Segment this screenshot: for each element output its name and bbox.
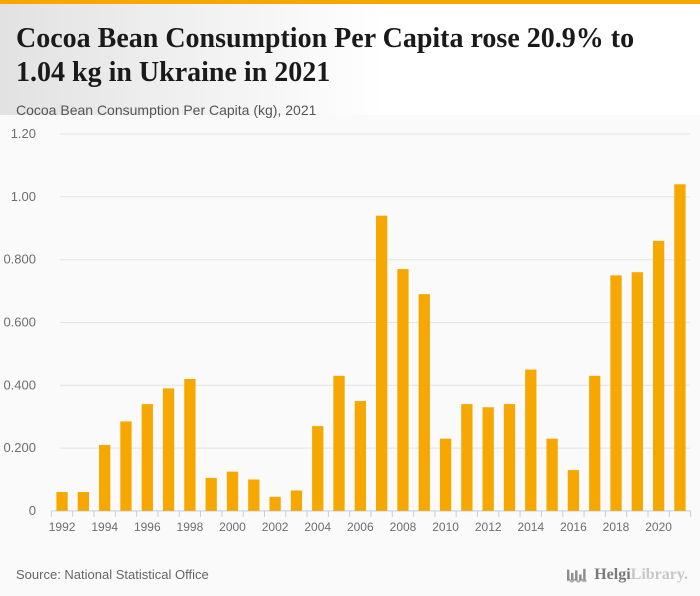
svg-text:1992: 1992: [49, 520, 76, 534]
svg-text:2016: 2016: [560, 520, 587, 534]
svg-text:0.200: 0.200: [3, 440, 36, 455]
svg-text:0.400: 0.400: [3, 377, 36, 392]
svg-text:1996: 1996: [134, 520, 161, 534]
svg-text:0: 0: [29, 503, 36, 518]
svg-text:2012: 2012: [475, 520, 502, 534]
svg-text:2020: 2020: [645, 520, 672, 534]
svg-text:2018: 2018: [603, 520, 630, 534]
svg-text:1994: 1994: [91, 520, 118, 534]
svg-text:2014: 2014: [517, 520, 544, 534]
svg-text:1.20: 1.20: [11, 126, 36, 141]
svg-text:2006: 2006: [347, 520, 374, 534]
svg-text:1998: 1998: [177, 520, 204, 534]
svg-text:0.800: 0.800: [3, 252, 36, 267]
svg-text:2000: 2000: [219, 520, 246, 534]
svg-text:0.600: 0.600: [3, 315, 36, 330]
svg-text:2010: 2010: [432, 520, 459, 534]
svg-text:1.00: 1.00: [11, 189, 36, 204]
svg-text:2008: 2008: [390, 520, 417, 534]
svg-text:2004: 2004: [304, 520, 331, 534]
svg-text:2002: 2002: [262, 520, 289, 534]
